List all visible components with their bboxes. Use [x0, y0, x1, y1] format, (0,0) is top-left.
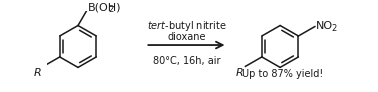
Text: $\it{tert}$-butyl nitrite: $\it{tert}$-butyl nitrite [147, 19, 226, 33]
Text: 80°C, 16h, air: 80°C, 16h, air [153, 56, 220, 66]
Text: dioxane: dioxane [167, 32, 206, 42]
Text: R: R [236, 68, 244, 78]
Text: 2: 2 [332, 24, 337, 33]
Text: B(OH): B(OH) [88, 3, 122, 13]
Text: Up to 87% yield!: Up to 87% yield! [242, 69, 323, 79]
Text: 2: 2 [108, 5, 113, 14]
Text: R: R [34, 68, 42, 78]
Text: NO: NO [316, 21, 333, 31]
